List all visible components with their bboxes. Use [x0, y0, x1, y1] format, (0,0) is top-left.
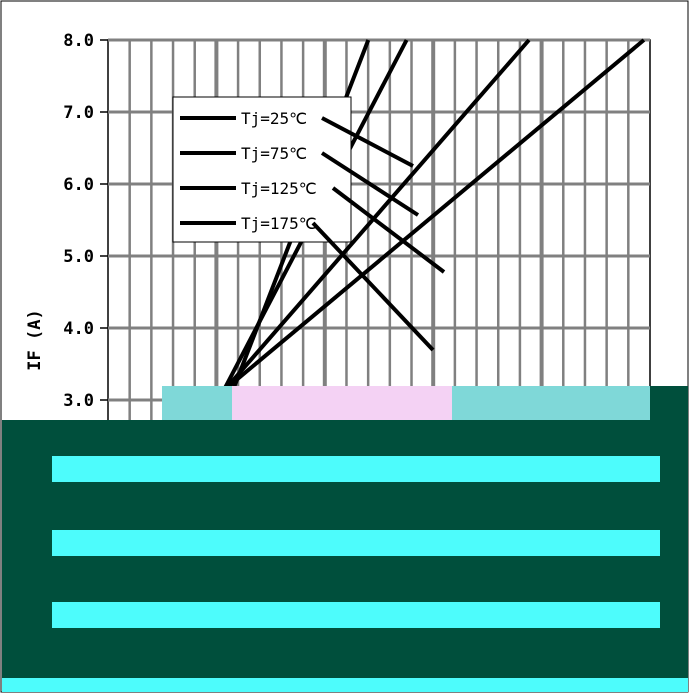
leader-line-25 [321, 116, 414, 168]
noise-cyan-row-1 [52, 456, 660, 482]
y-tick-label: 4.0 [63, 319, 94, 339]
leader-line-175 [311, 221, 435, 352]
series-line-3 [167, 38, 646, 438]
y-axis-ticks: 3.0 4.0 5.0 6.0 7.0 8.0 [63, 31, 108, 411]
y-tick-label: 7.0 [63, 103, 94, 123]
y-tick-label: 3.0 [63, 391, 94, 411]
leader-line-125 [331, 186, 446, 274]
corrupted-overlay [2, 386, 688, 692]
noise-cyan-bottom [2, 678, 688, 692]
legend-label-75: Tj=75℃ [241, 144, 307, 163]
noise-block-right [452, 386, 650, 420]
leader-line-75 [320, 151, 420, 217]
series-line-2 [183, 38, 531, 438]
y-tick-label: 5.0 [63, 247, 94, 267]
y-tick-label: 6.0 [63, 175, 94, 195]
noise-cyan-row-2 [52, 530, 660, 556]
legend-label-125: Tj=125℃ [241, 179, 317, 198]
y-axis-label: IF (A) [25, 309, 45, 370]
noise-block-left [162, 386, 232, 420]
legend: Tj=25℃ Tj=75℃ Tj=125℃ Tj=175℃ [172, 96, 352, 243]
legend-label-25: Tj=25℃ [241, 109, 307, 128]
legend-box [172, 96, 352, 243]
overlay-band-right [650, 386, 688, 420]
legend-leaders [311, 116, 446, 352]
legend-label-175: Tj=175℃ [241, 214, 317, 233]
y-tick-label: 8.0 [63, 31, 94, 51]
noise-cyan-row-3 [52, 602, 660, 628]
